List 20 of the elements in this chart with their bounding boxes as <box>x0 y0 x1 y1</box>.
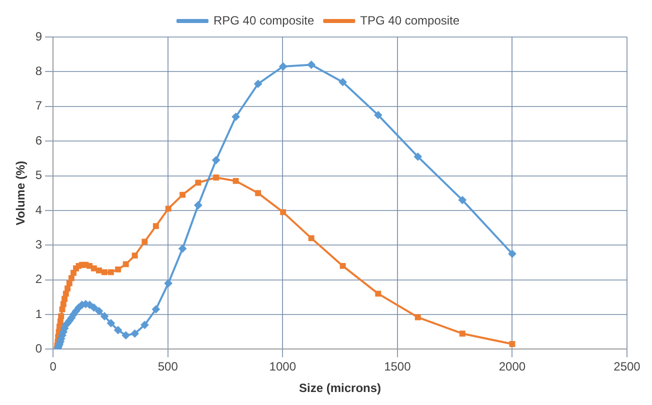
x-tick-label: 2500 <box>614 360 641 374</box>
y-tick-label: 0 <box>35 342 42 356</box>
y-tick-label: 7 <box>35 98 42 113</box>
x-tick-label: 0 <box>50 360 57 374</box>
y-tick-label: 1 <box>35 306 42 321</box>
y-tick-label: 3 <box>35 237 42 252</box>
y-tick-label: 5 <box>35 168 42 182</box>
x-tick-label: 2000 <box>498 360 526 374</box>
legend-label: TPG 40 composite <box>360 13 460 28</box>
x-tick-label: 1000 <box>269 360 296 374</box>
x-tick-label: 1500 <box>384 360 412 374</box>
y-tick-label: 4 <box>35 202 42 217</box>
legend-label: RPG 40 composite <box>213 13 314 28</box>
y-tick-label: 8 <box>35 64 42 78</box>
x-axis-title: Size (microns) <box>299 381 382 396</box>
y-tick-label: 9 <box>35 29 42 44</box>
y-tick-label: 6 <box>35 133 42 148</box>
y-tick-label: 2 <box>35 272 42 286</box>
x-tick-label: 500 <box>158 360 178 374</box>
y-axis-title: Volume (%) <box>14 160 28 226</box>
